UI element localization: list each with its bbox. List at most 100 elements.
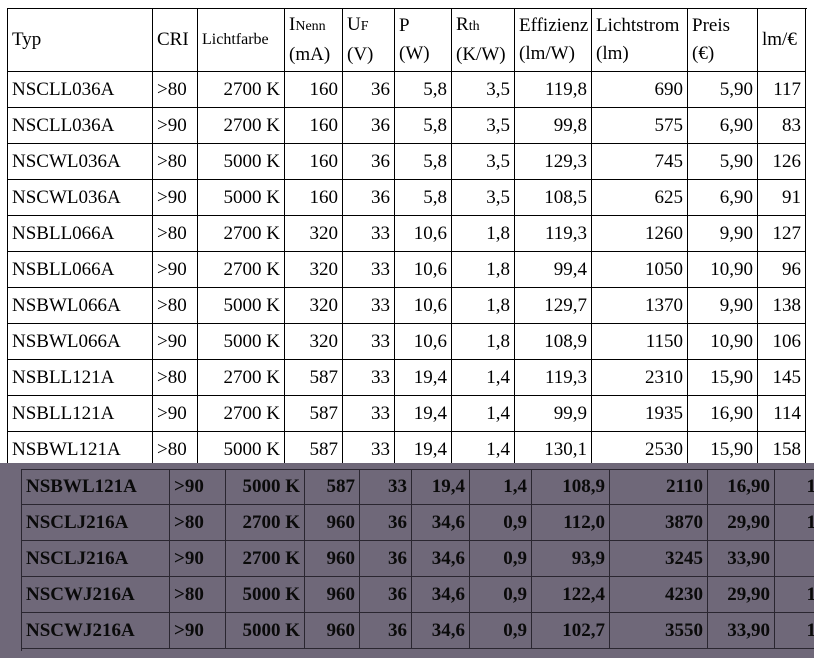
table-cell: 2700 K	[198, 252, 285, 288]
table-cell: 33	[343, 288, 395, 324]
cell-text: 960	[326, 511, 356, 533]
table-cell: NSBLL066A	[8, 252, 153, 288]
table-cell: 96	[758, 252, 806, 288]
cell-text: 5,8	[423, 150, 447, 172]
cell-text: 160	[309, 150, 339, 172]
cell-text: 5000 K	[223, 330, 280, 352]
table-cell: 160	[285, 144, 343, 180]
cell-text: 130,1	[544, 438, 587, 460]
cell-text: 1,8	[486, 294, 510, 316]
cell-text: NSCLJ216A	[26, 511, 129, 533]
table-cell: 106	[758, 324, 806, 360]
cell-text: CRI	[157, 28, 189, 50]
table-cell: 0,9	[470, 505, 532, 541]
table-cell: 320	[285, 288, 343, 324]
cell-text: Preis	[692, 14, 730, 36]
cell-text: 5000 K	[223, 150, 280, 172]
cell-text: 0,9	[503, 583, 527, 605]
cell-text: 1,4	[503, 475, 527, 497]
table-cell: 5,8	[395, 108, 452, 144]
table-cell: >90	[153, 252, 198, 288]
cell-text: 2700 K	[223, 402, 280, 424]
cell-text: >80	[157, 222, 187, 244]
table-cell: 10,6	[395, 252, 452, 288]
cell-text: 2700 K	[223, 222, 280, 244]
table-cell: 33	[343, 324, 395, 360]
header-line: (W)	[399, 40, 430, 68]
cell-text: 5,8	[423, 186, 447, 208]
cell-text: >90	[157, 114, 187, 136]
table-cell: 33,90	[708, 613, 775, 649]
table-cell: >80	[170, 577, 226, 613]
cell-text: 3,5	[486, 114, 510, 136]
header-cell: CRI	[153, 8, 198, 72]
cell-text: NSBWL121A	[12, 438, 121, 460]
table-cell: >80	[153, 72, 198, 108]
table-cell: 10,6	[395, 216, 452, 252]
table-cell: NSBWL066A	[8, 324, 153, 360]
table-cell: 1260	[592, 216, 688, 252]
header-line: (lm/W)	[519, 40, 575, 68]
cell-text: 2700 K	[242, 511, 300, 533]
cell-text: 1,4	[486, 438, 510, 460]
table-cell: NSCLJ216A	[22, 505, 170, 541]
cell-text: Lichtfarbe	[202, 30, 269, 48]
cell-text: NSCLL036A	[12, 114, 115, 136]
table-cell: 5000 K	[226, 613, 305, 649]
cell-text: 15,90	[710, 366, 753, 388]
table-cell: 122,4	[532, 577, 610, 613]
cell-text: U	[347, 13, 361, 35]
cell-text: 129,3	[544, 150, 587, 172]
cell-text: 5,90	[719, 78, 753, 100]
header-cell: Lichtstrom (lm)	[592, 8, 688, 72]
cell-text: 0,9	[503, 547, 527, 569]
cell-text: 36	[388, 547, 407, 569]
table-cell: 33	[343, 252, 395, 288]
table-cell: 34,6	[412, 613, 470, 649]
cell-text: 96	[782, 258, 801, 280]
table-cell: 5,90	[688, 72, 758, 108]
header-line: Rth	[456, 11, 480, 41]
cell-text: 108,9	[544, 330, 587, 352]
table-cell: 105	[775, 613, 814, 649]
table-cell: 1,4	[452, 396, 515, 432]
cell-text: 16,90	[727, 475, 770, 497]
table-cell: >90	[170, 469, 226, 505]
cell-text: 1260	[645, 222, 683, 244]
table-cell: 15,90	[688, 360, 758, 396]
cell-text: 36	[371, 78, 390, 100]
table-cell: 1,8	[452, 288, 515, 324]
table-cell: 2310	[592, 360, 688, 396]
cell-text: 10,6	[413, 222, 447, 244]
cell-text: 2310	[645, 366, 683, 388]
table-cell: 575	[592, 108, 688, 144]
header-line: Preis	[692, 12, 730, 40]
table-cell: 10,90	[688, 252, 758, 288]
table-cell: 5,8	[395, 180, 452, 216]
cell-text: NSBWL066A	[12, 330, 121, 352]
table-cell: 36	[343, 108, 395, 144]
cell-text: 9,90	[719, 294, 753, 316]
header-line: P	[399, 12, 410, 40]
table-cell: 33	[343, 396, 395, 432]
cell-text: >80	[174, 511, 204, 533]
table-cell: 36	[360, 613, 412, 649]
cell-text: 690	[654, 78, 684, 100]
cell-text: (K/W)	[456, 43, 506, 65]
cell-text: 36	[371, 186, 390, 208]
cell-text: 36	[388, 583, 407, 605]
table-cell: 587	[285, 360, 343, 396]
table-cell: 33,90	[708, 541, 775, 577]
header-cell: Preis (€)	[688, 8, 758, 72]
cell-text: 6,90	[719, 186, 753, 208]
cell-text: 19,4	[431, 475, 465, 497]
cell-text: 1,4	[486, 366, 510, 388]
table-cell: 5,8	[395, 72, 452, 108]
cell-text: 112,0	[563, 511, 605, 533]
table-cell: 2700 K	[198, 396, 285, 432]
table-cell: >90	[170, 613, 226, 649]
table-cell: 10,90	[688, 324, 758, 360]
cell-text: >80	[157, 294, 187, 316]
cell-text: 83	[782, 114, 801, 136]
cell-text: 160	[309, 186, 339, 208]
